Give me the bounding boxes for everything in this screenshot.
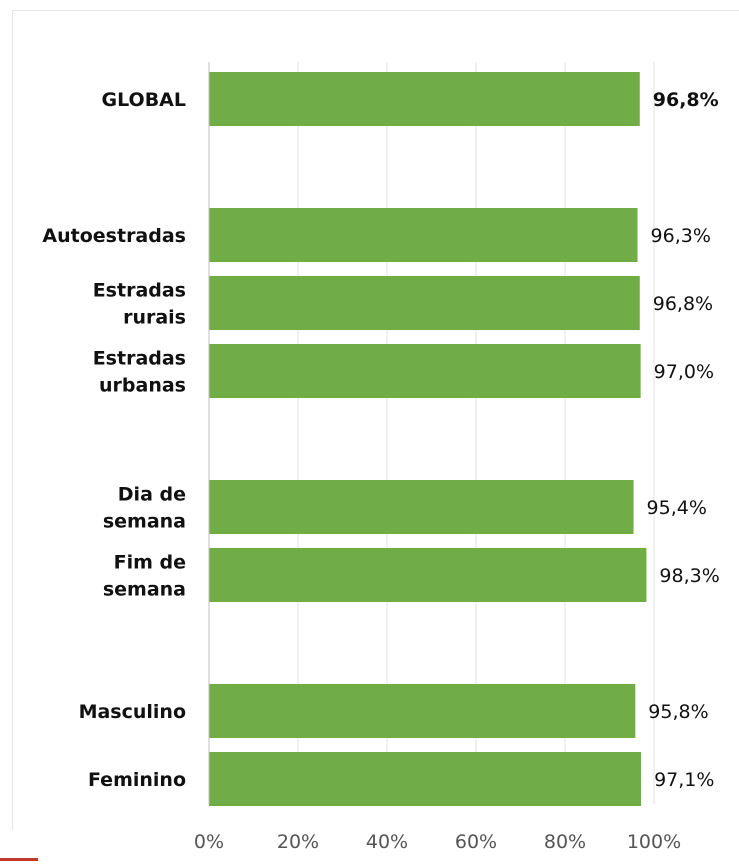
bar: [209, 684, 636, 738]
category-label: Dia de semana: [103, 484, 186, 533]
data-label: 95,8%: [648, 701, 708, 723]
x-tick-label: 0%: [194, 831, 224, 853]
data-label: 96,8%: [653, 293, 713, 315]
category-label: Fim de semana: [103, 552, 186, 601]
bar: [209, 752, 642, 806]
data-label: 96,3%: [651, 225, 711, 247]
x-tick-label: 60%: [455, 831, 497, 853]
category-label: Feminino: [88, 769, 186, 791]
category-label: Masculino: [79, 701, 186, 723]
data-label: 97,0%: [654, 361, 714, 383]
category-label: Estradas urbanas: [93, 348, 186, 397]
data-label: 97,1%: [654, 769, 714, 791]
category-label: GLOBAL: [102, 89, 186, 111]
bar: [209, 208, 638, 262]
x-tick-label: 80%: [544, 831, 586, 853]
data-label: 98,3%: [659, 565, 719, 587]
bar: [209, 276, 640, 330]
category-label: Autoestradas: [42, 225, 186, 247]
category-label: Estradas rurais: [93, 280, 186, 329]
data-label: 95,4%: [647, 497, 707, 519]
bar: [209, 72, 640, 126]
chart-frame: [12, 10, 739, 830]
x-tick-label: 100%: [627, 831, 681, 853]
bar: [209, 344, 641, 398]
decorative-red-mark: [0, 858, 38, 861]
data-label: 96,8%: [653, 89, 719, 111]
bar: [209, 548, 647, 602]
bar: [209, 480, 634, 534]
x-tick-label: 20%: [277, 831, 319, 853]
x-tick-label: 40%: [366, 831, 408, 853]
